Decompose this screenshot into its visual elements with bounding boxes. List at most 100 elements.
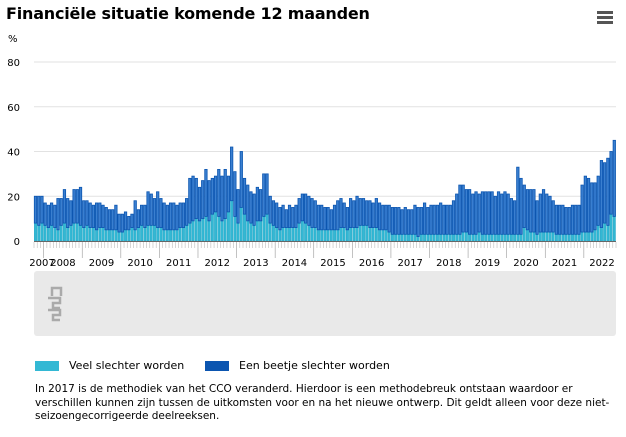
bar-beetje (612, 139, 616, 217)
bar-beetje (191, 175, 195, 222)
bar-veel (497, 234, 500, 242)
bar-veel (436, 234, 439, 242)
bar-veel (600, 227, 603, 242)
bar-veel (124, 229, 127, 242)
bar-veel (210, 213, 214, 242)
legend-swatch-beetje (205, 360, 229, 371)
bar-veel (182, 227, 185, 242)
bar-beetje (165, 204, 169, 231)
bar-veel (355, 227, 359, 242)
hamburger-menu-icon[interactable] (597, 11, 613, 24)
bar-veel (522, 227, 526, 242)
bar-beetje (352, 200, 356, 228)
bar-veel (596, 225, 600, 242)
bar-veel (175, 229, 179, 242)
bar-veel (407, 234, 410, 242)
bar-veel (477, 231, 481, 242)
bar-veel (310, 227, 314, 242)
bar-beetje (88, 202, 92, 228)
bar-veel (162, 229, 166, 242)
bar-beetje (140, 204, 144, 226)
bar-beetje (194, 177, 198, 220)
cbs-logo (48, 286, 63, 322)
bar-veel (587, 231, 590, 242)
bar-beetje (467, 189, 472, 235)
bar-veel (185, 225, 189, 242)
bar-beetje (136, 209, 141, 228)
bar-veel (297, 222, 301, 242)
bar-beetje (246, 184, 250, 222)
bar-beetje (551, 200, 555, 233)
bar-veel (461, 231, 465, 242)
bar-beetje (567, 207, 571, 235)
bar-veel (493, 234, 497, 242)
bar-beetje (429, 204, 433, 235)
bar-veel (130, 227, 134, 242)
bar-veel (313, 227, 317, 242)
bar-veel (571, 234, 574, 242)
bar-beetje (62, 189, 67, 224)
bar-veel (262, 216, 266, 242)
bar-beetje (529, 189, 533, 233)
bar-beetje (37, 195, 41, 226)
bar-veel (146, 225, 150, 242)
bar-veel (153, 225, 156, 242)
bar-veel (300, 220, 304, 242)
bar-beetje (159, 198, 163, 228)
bar-beetje (525, 189, 530, 231)
bar-veel (165, 229, 169, 242)
legend-item-beetje: Een beetje slechter worden (205, 359, 390, 372)
bar-veel (490, 234, 494, 242)
bar-veel (326, 229, 330, 242)
bar-beetje (371, 202, 375, 228)
bar-veel (574, 234, 578, 242)
bar-veel (558, 234, 562, 242)
bar-veel (85, 225, 89, 242)
bar-beetje (172, 202, 176, 231)
bar-veel (133, 229, 137, 242)
bar-beetje (297, 198, 301, 224)
bar-veel (413, 234, 417, 242)
bar-beetje (342, 202, 346, 228)
bar-beetje (349, 198, 353, 228)
bar-veel (333, 229, 336, 242)
bar-beetje (291, 207, 295, 228)
bar-veel (204, 216, 208, 242)
bar-beetje (91, 204, 95, 228)
bar-beetje (406, 209, 411, 235)
bar-veel (416, 236, 420, 242)
bar-beetje (583, 175, 587, 233)
y-tick-label: 0 (14, 237, 20, 248)
bar-veel (104, 229, 108, 242)
bar-beetje (101, 204, 105, 228)
bar-beetje (130, 213, 134, 228)
x-tick-label: 2022 (589, 258, 614, 269)
bar-veel (43, 225, 47, 242)
bar-veel (220, 220, 224, 242)
bar-veel (69, 225, 73, 242)
bar-beetje (477, 193, 481, 233)
bar-veel (365, 225, 369, 242)
bar-veel (423, 234, 426, 242)
bar-veel (63, 222, 66, 242)
bar-veel (281, 227, 285, 242)
bar-beetje (114, 204, 118, 231)
bar-beetje (49, 202, 54, 226)
bar-beetje (262, 173, 266, 217)
x-tick-label: 2010 (127, 258, 152, 269)
bar-veel (291, 227, 295, 242)
bar-beetje (451, 200, 456, 235)
logo-panel (34, 271, 616, 336)
bar-beetje (323, 207, 327, 231)
bar-beetje (516, 166, 520, 235)
bar-beetje (394, 207, 398, 235)
bar-veel (532, 231, 536, 242)
bar-beetje (580, 184, 584, 233)
x-tick-label: 2018 (436, 258, 461, 269)
bar-veel (88, 227, 92, 242)
bar-beetje (448, 204, 452, 235)
legend-label-veel: Veel slechter worden (69, 359, 185, 372)
bar-beetje (185, 198, 189, 226)
bar-veel (577, 234, 581, 242)
bar-veel (419, 234, 423, 242)
